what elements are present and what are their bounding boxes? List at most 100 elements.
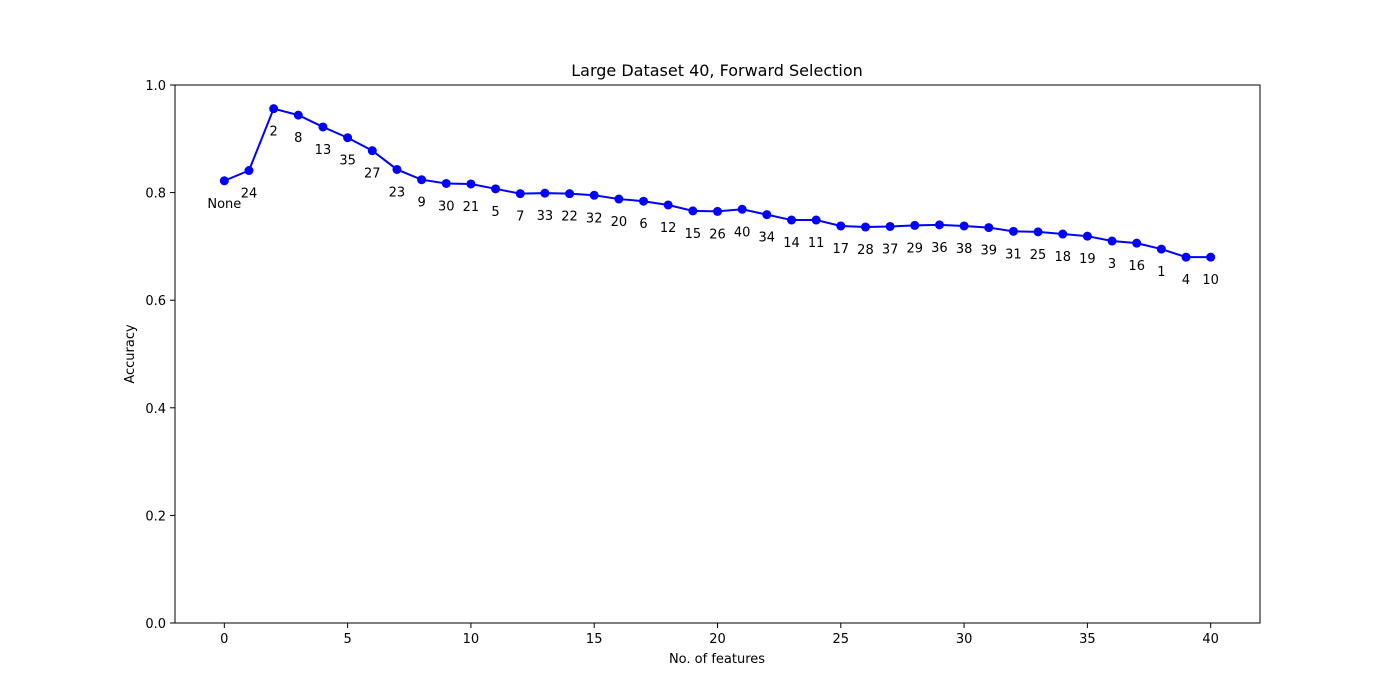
y-tick-label: 1.0 bbox=[145, 79, 166, 94]
data-point bbox=[663, 200, 673, 210]
data-point bbox=[491, 184, 501, 194]
data-point bbox=[885, 221, 895, 231]
data-point bbox=[1206, 252, 1216, 262]
data-point-label: 11 bbox=[808, 236, 825, 251]
data-point bbox=[367, 146, 377, 156]
data-point bbox=[860, 222, 870, 232]
data-point-label: 21 bbox=[463, 200, 480, 215]
y-tick-label: 0.0 bbox=[145, 617, 166, 632]
data-point bbox=[910, 220, 920, 230]
data-point bbox=[614, 194, 624, 204]
plot-area: 0 5 10 15 20 25 30 35 400.00.20.40.60.81.0None24… bbox=[145, 79, 1261, 647]
data-point-label: 40 bbox=[734, 225, 751, 240]
data-point bbox=[984, 223, 994, 233]
data-point-label: 29 bbox=[906, 241, 923, 256]
data-point bbox=[515, 189, 525, 199]
data-point-label: 18 bbox=[1054, 250, 1071, 265]
y-tick-label: 0.8 bbox=[145, 187, 166, 202]
data-point bbox=[934, 220, 944, 230]
x-tick-label: 35 bbox=[1079, 632, 1096, 647]
x-tick-label: 30 bbox=[956, 632, 973, 647]
data-point bbox=[811, 215, 821, 225]
data-point-label: 12 bbox=[660, 221, 677, 236]
data-point bbox=[1033, 227, 1043, 237]
data-point bbox=[1132, 238, 1142, 248]
data-point bbox=[392, 164, 402, 174]
data-point-label: 16 bbox=[1128, 259, 1145, 274]
data-point-label: 17 bbox=[833, 242, 850, 257]
data-point-label: 1 bbox=[1157, 265, 1165, 280]
data-point-label: 5 bbox=[491, 205, 499, 220]
x-tick-label: 40 bbox=[1202, 632, 1219, 647]
x-tick-label: 20 bbox=[709, 632, 726, 647]
x-tick-label: 5 bbox=[343, 632, 351, 647]
y-tick-label: 0.6 bbox=[145, 294, 166, 309]
data-point-label: 24 bbox=[241, 187, 258, 202]
data-point-label: 9 bbox=[417, 196, 425, 211]
data-point bbox=[688, 206, 698, 216]
data-point-label: 39 bbox=[980, 244, 997, 259]
data-point-label: 30 bbox=[438, 199, 455, 214]
data-point-label: 20 bbox=[611, 215, 628, 230]
data-point bbox=[1107, 236, 1117, 246]
data-point-label: 4 bbox=[1182, 273, 1190, 288]
data-point bbox=[244, 166, 254, 176]
data-point bbox=[219, 176, 229, 186]
data-point bbox=[786, 215, 796, 225]
data-point-label: 35 bbox=[339, 154, 356, 169]
data-point-label: 19 bbox=[1079, 252, 1096, 267]
data-point-label: 22 bbox=[561, 210, 578, 225]
data-point bbox=[343, 133, 353, 143]
data-point-label: 28 bbox=[857, 243, 874, 258]
data-point bbox=[318, 122, 328, 132]
data-point bbox=[466, 179, 476, 189]
data-point bbox=[1008, 226, 1018, 236]
data-point-label: 3 bbox=[1108, 257, 1116, 272]
x-axis-label: No. of features bbox=[669, 652, 765, 667]
y-tick-label: 0.4 bbox=[145, 402, 166, 417]
data-point bbox=[1058, 229, 1068, 239]
x-tick-label: 15 bbox=[586, 632, 603, 647]
data-point bbox=[836, 221, 846, 231]
y-tick-label: 0.2 bbox=[145, 509, 166, 524]
data-point bbox=[269, 104, 279, 114]
data-point-label: 32 bbox=[586, 211, 603, 226]
data-point bbox=[1156, 244, 1166, 254]
data-point-label: 7 bbox=[516, 210, 524, 225]
data-point-label: None bbox=[207, 197, 241, 212]
data-point-label: 14 bbox=[783, 236, 800, 251]
data-point bbox=[1181, 252, 1191, 262]
data-point bbox=[762, 210, 772, 220]
data-point-label: 6 bbox=[639, 217, 647, 232]
data-point bbox=[639, 196, 649, 206]
data-point-label: 27 bbox=[364, 167, 381, 182]
data-point-label: 37 bbox=[882, 242, 899, 257]
chart-title: Large Dataset 40, Forward Selection bbox=[571, 61, 863, 80]
y-axis-label: Accuracy bbox=[123, 324, 138, 384]
data-point bbox=[293, 110, 303, 120]
data-point bbox=[1082, 231, 1092, 241]
data-point-label: 33 bbox=[537, 209, 554, 224]
data-point-label: 26 bbox=[709, 227, 726, 242]
data-point-label: 31 bbox=[1005, 247, 1022, 262]
data-point-label: 15 bbox=[685, 227, 702, 242]
data-point-label: 36 bbox=[931, 241, 948, 256]
data-point-label: 2 bbox=[269, 125, 277, 140]
data-point bbox=[417, 175, 427, 185]
data-point bbox=[959, 221, 969, 231]
data-point-label: 13 bbox=[315, 143, 332, 158]
data-point bbox=[441, 178, 451, 188]
data-point bbox=[565, 189, 575, 199]
x-tick-label: 0 bbox=[220, 632, 228, 647]
data-point-label: 38 bbox=[956, 242, 973, 257]
data-point-label: 10 bbox=[1202, 273, 1219, 288]
data-point-label: 23 bbox=[389, 185, 406, 200]
x-tick-label: 25 bbox=[833, 632, 850, 647]
data-point-label: 25 bbox=[1030, 248, 1047, 263]
data-point bbox=[713, 206, 722, 216]
x-tick-label: 10 bbox=[463, 632, 480, 647]
data-point bbox=[737, 204, 747, 214]
data-point-label: 34 bbox=[759, 231, 776, 246]
